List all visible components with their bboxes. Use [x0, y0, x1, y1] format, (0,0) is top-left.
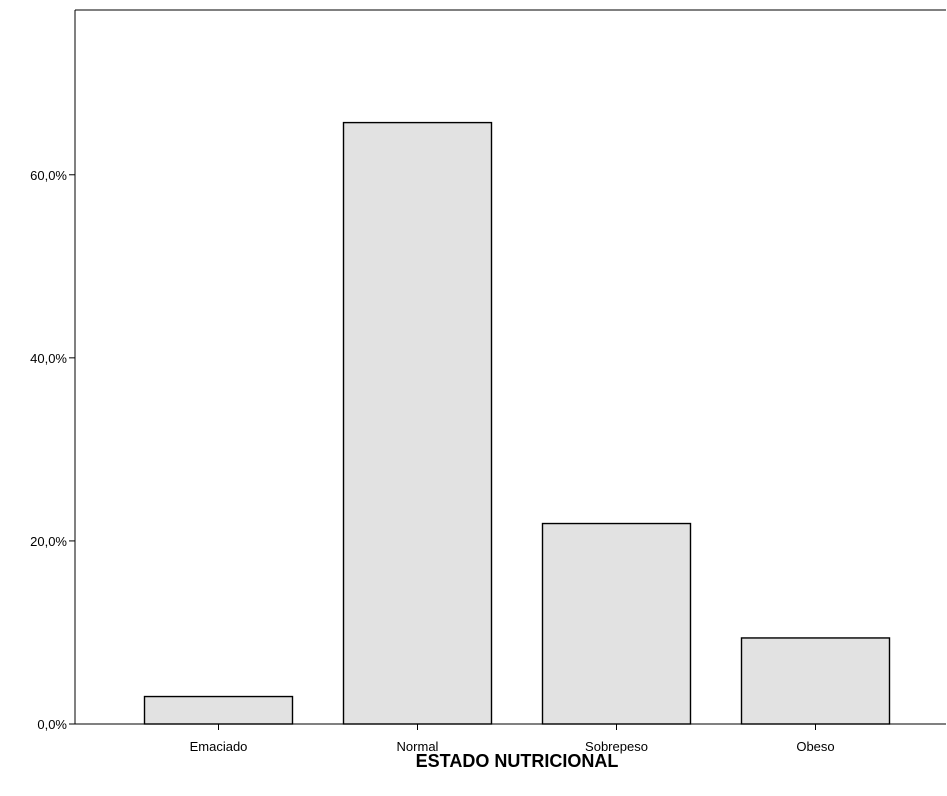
bar-obeso [740, 637, 891, 725]
x-axis: Emaciado Normal Sobrepeso Obeso [190, 724, 835, 754]
y-tick-label: 0,0% [37, 717, 67, 732]
bar-normal [342, 121, 493, 725]
bar-emaciado [143, 695, 294, 725]
y-tick-label: 40,0% [30, 351, 67, 366]
y-axis: 0,0% 20,0% 40,0% 60,0% [30, 168, 75, 732]
x-axis-title: ESTADO NUTRICIONAL [416, 751, 619, 771]
x-tick-label: Normal [397, 739, 439, 754]
x-tick-label: Sobrepeso [585, 739, 648, 754]
y-tick-label: 60,0% [30, 168, 67, 183]
bars-group [143, 121, 891, 725]
x-tick-label: Emaciado [190, 739, 248, 754]
x-tick-label: Obeso [796, 739, 834, 754]
bar-sobrepeso [541, 522, 692, 725]
y-tick-label: 20,0% [30, 534, 67, 549]
plot-frame [74, 9, 946, 725]
